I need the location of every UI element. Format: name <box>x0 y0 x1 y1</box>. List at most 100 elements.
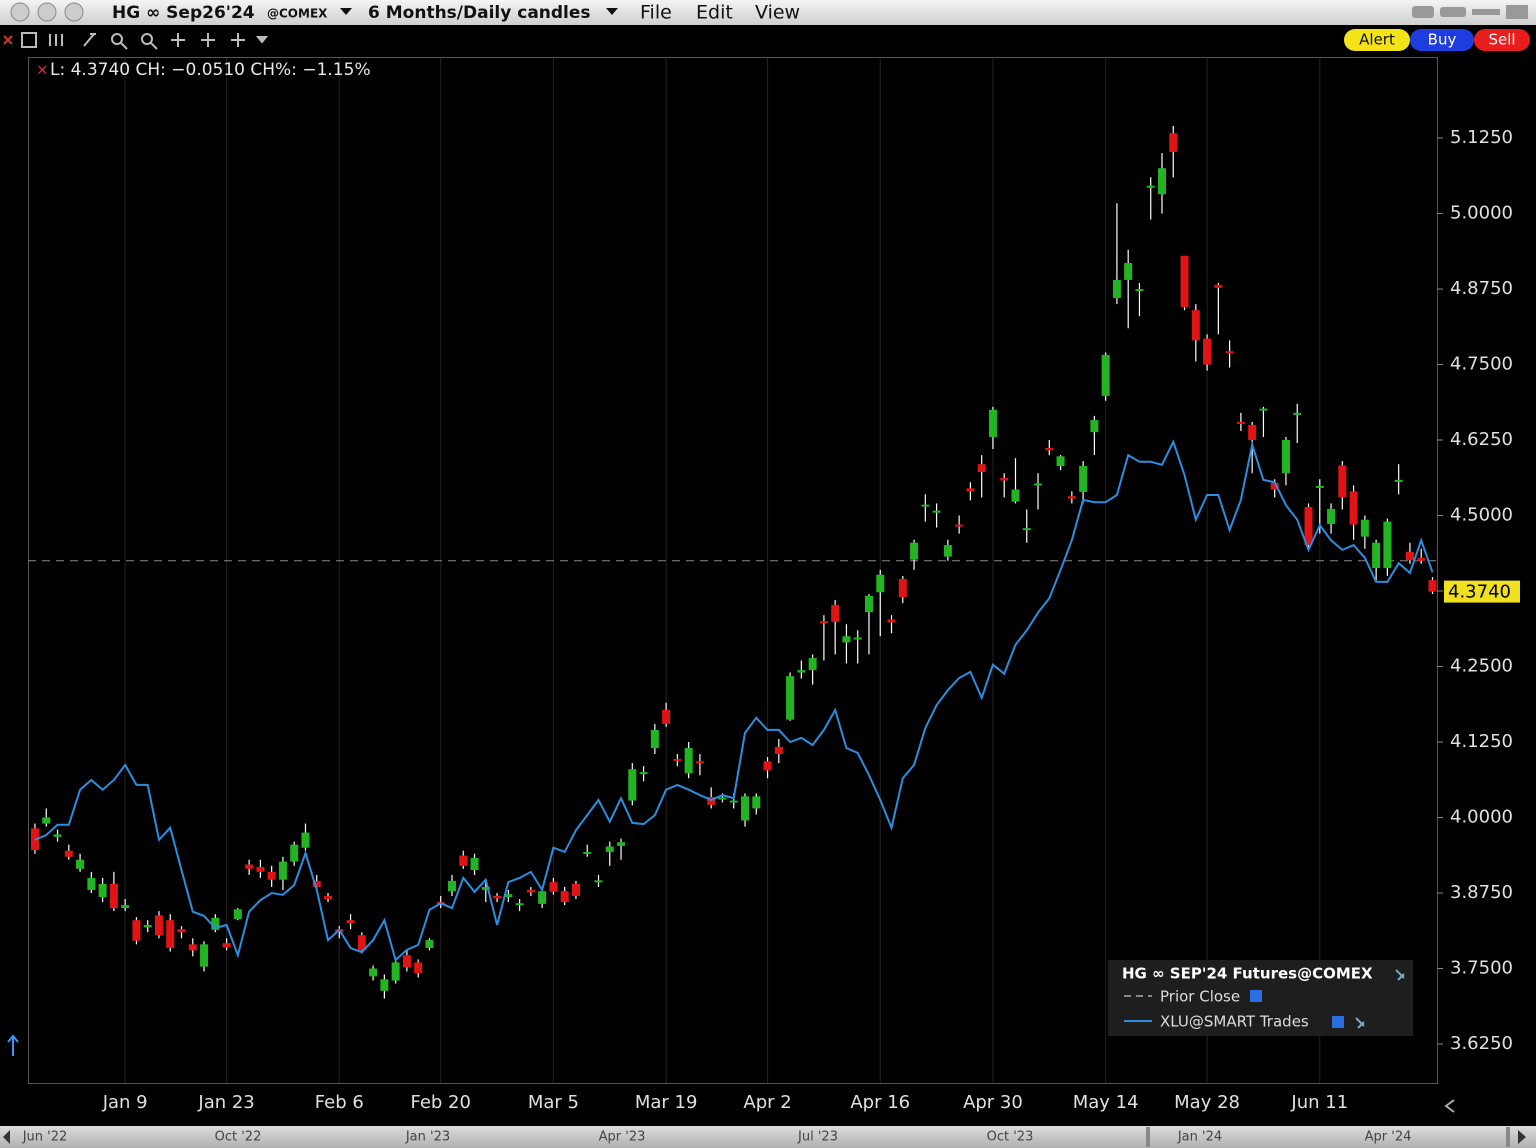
x-tick-label: Mar 5 <box>528 1092 579 1113</box>
candle-body <box>538 891 547 904</box>
candle-body <box>470 857 479 871</box>
menu-item[interactable]: File <box>640 2 672 24</box>
candle-body <box>639 772 648 775</box>
candle-body <box>932 510 941 513</box>
buy-label[interactable]: Buy <box>1428 31 1457 49</box>
candle-body <box>1067 496 1076 499</box>
candle-body <box>988 409 997 437</box>
candle-body <box>1304 507 1313 546</box>
candle-body <box>369 968 378 977</box>
alert-label[interactable]: Alert <box>1359 31 1395 49</box>
period[interactable]: 6 Months/Daily candles <box>368 3 591 23</box>
candle-body <box>324 896 333 900</box>
scroll-arrow[interactable] <box>1444 1099 1455 1113</box>
candle-body <box>1428 580 1437 592</box>
y-tick-label: 4.6250 <box>1450 429 1513 450</box>
candle-body <box>819 621 828 624</box>
candle-body <box>200 944 209 967</box>
toolbar-icons[interactable] <box>3 32 269 50</box>
close-button[interactable] <box>10 2 30 22</box>
dropdown-arrow[interactable] <box>606 8 618 15</box>
candle-body <box>673 758 682 761</box>
candle-body <box>87 877 96 890</box>
candle-body <box>188 944 197 951</box>
scroller-label: Apr '24 <box>1365 1130 1412 1145</box>
minimize-button[interactable] <box>37 2 57 22</box>
candle-body <box>921 504 930 507</box>
candle-body <box>1259 408 1268 411</box>
candle-body <box>1405 551 1414 561</box>
exchange[interactable]: @COMEX <box>267 7 328 21</box>
scroller-handle[interactable] <box>1506 1127 1510 1147</box>
candle-body <box>955 524 964 527</box>
candle-body <box>245 864 254 869</box>
candle-body <box>617 842 626 846</box>
candle-body <box>493 896 502 899</box>
dropdown-arrow[interactable] <box>340 8 352 15</box>
scroll-left[interactable] <box>3 1130 10 1144</box>
candle-body <box>583 851 592 854</box>
candle-body <box>177 929 186 933</box>
candle-body <box>797 670 806 673</box>
candle-body <box>1135 289 1144 292</box>
candle-body <box>943 545 952 557</box>
candle-body <box>662 709 671 724</box>
info-close-icon[interactable]: × <box>36 61 49 79</box>
menu-item[interactable]: View <box>755 2 800 24</box>
scroller[interactable] <box>0 1126 1536 1148</box>
x-tick-label: May 28 <box>1174 1092 1240 1113</box>
x-tick-label: Jan 23 <box>197 1092 254 1113</box>
sell-label[interactable]: Sell <box>1488 31 1515 49</box>
toolbar <box>0 25 1536 57</box>
legend-title: HG ∞ SEP'24 Futures@COMEX <box>1122 965 1373 983</box>
legend-checkbox[interactable] <box>1250 990 1262 1002</box>
sell-button[interactable] <box>1474 29 1530 51</box>
y-tick-label: 4.5000 <box>1450 505 1513 526</box>
legend-checkbox[interactable] <box>1332 1016 1344 1028</box>
candle-body <box>481 886 490 890</box>
candle-body <box>121 905 130 909</box>
scroller-label: Jan '24 <box>1177 1130 1222 1145</box>
candle-body <box>504 894 513 898</box>
candle-body <box>729 800 738 803</box>
scroll-right[interactable] <box>1518 1130 1526 1144</box>
menu-item[interactable]: Edit <box>696 2 733 24</box>
y-tick-label: 3.6250 <box>1450 1033 1513 1054</box>
candle-body <box>312 880 321 887</box>
candle-body <box>132 920 141 941</box>
buy-button[interactable] <box>1410 29 1474 51</box>
candle-body <box>1417 557 1426 561</box>
candle-body <box>1315 485 1324 488</box>
zoom-button[interactable] <box>64 2 84 22</box>
candle-body <box>166 920 175 948</box>
candle-body <box>1327 508 1336 524</box>
legend-icon[interactable] <box>1395 969 1405 981</box>
candle-body <box>53 834 62 837</box>
candle-body <box>143 925 152 928</box>
symbol[interactable]: HG ∞ Sep26'24 <box>112 3 255 23</box>
x-tick-label: Apr 2 <box>743 1092 791 1113</box>
scroller-handle[interactable] <box>1146 1127 1150 1147</box>
grid <box>124 58 1321 1083</box>
candle-body <box>267 871 276 880</box>
candle-body <box>414 962 423 974</box>
candle-body <box>628 769 637 801</box>
legend-label: XLU@SMART Trades <box>1160 1013 1309 1031</box>
candle-body <box>1146 185 1155 188</box>
alert-button[interactable] <box>1344 29 1410 51</box>
y-tick-label: 5.0000 <box>1450 203 1513 224</box>
candle-body <box>1293 412 1302 415</box>
candle-body <box>1360 519 1369 537</box>
candle-body <box>278 861 287 880</box>
candle-body <box>695 761 704 764</box>
candle-body <box>684 748 693 774</box>
x-tick-label: Feb 20 <box>410 1092 471 1113</box>
overlay-line <box>34 439 1434 962</box>
candle-body <box>1191 310 1200 341</box>
scroller-label: Jun '22 <box>22 1130 68 1145</box>
candle-body <box>233 909 242 919</box>
side-icon[interactable] <box>7 1034 19 1056</box>
candle-body <box>718 797 727 800</box>
legend-icon[interactable] <box>1355 1017 1365 1029</box>
